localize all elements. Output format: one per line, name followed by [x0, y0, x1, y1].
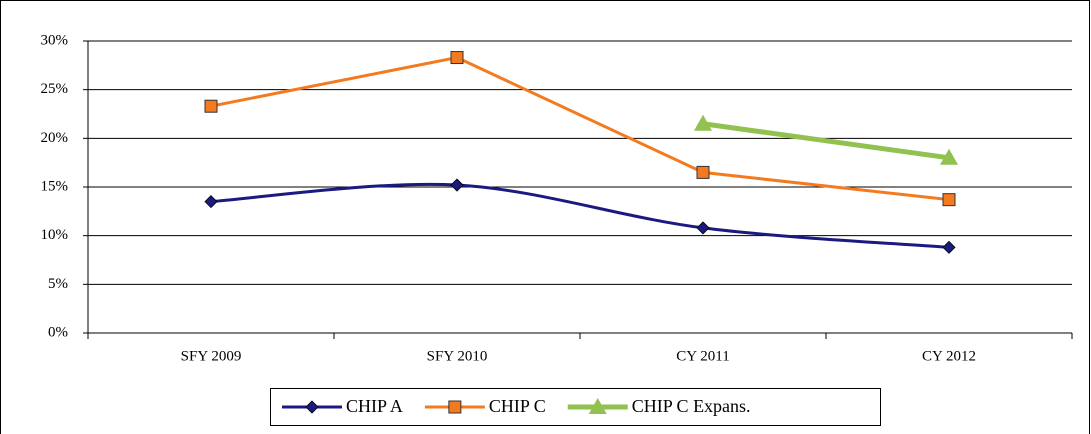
marker — [696, 221, 710, 235]
y-tick-label: 5% — [48, 276, 68, 292]
y-tick-label: 15% — [41, 178, 69, 194]
marker — [942, 193, 956, 207]
marker — [204, 99, 218, 113]
marker — [450, 178, 464, 192]
legend: CHIP A CHIP C CHIP C Expans. — [270, 388, 881, 426]
y-tick-label: 25% — [41, 81, 69, 97]
x-tick-label: SFY 2010 — [427, 348, 488, 364]
series-line — [210, 55, 950, 202]
marker — [204, 195, 218, 209]
y-tick-label: 0% — [48, 324, 68, 340]
marker — [696, 165, 710, 179]
x-tick-label: CY 2011 — [676, 348, 729, 364]
y-tick-label: 30% — [41, 32, 69, 48]
marker — [942, 240, 956, 254]
marker — [448, 400, 462, 414]
marker — [694, 114, 712, 131]
marker — [450, 51, 464, 65]
y-tick-label: 20% — [41, 130, 69, 146]
legend-label: CHIP A — [346, 396, 403, 416]
series-line — [210, 182, 950, 249]
marker — [940, 148, 958, 165]
marker — [305, 400, 319, 414]
legend-label: CHIP C Expans. — [632, 396, 751, 416]
legend-label: CHIP C — [489, 396, 546, 416]
series-line — [702, 121, 950, 161]
x-tick-label: SFY 2009 — [181, 348, 242, 364]
marker — [588, 398, 607, 414]
y-tick-label: 10% — [41, 227, 69, 243]
x-tick-label: CY 2012 — [922, 348, 976, 364]
